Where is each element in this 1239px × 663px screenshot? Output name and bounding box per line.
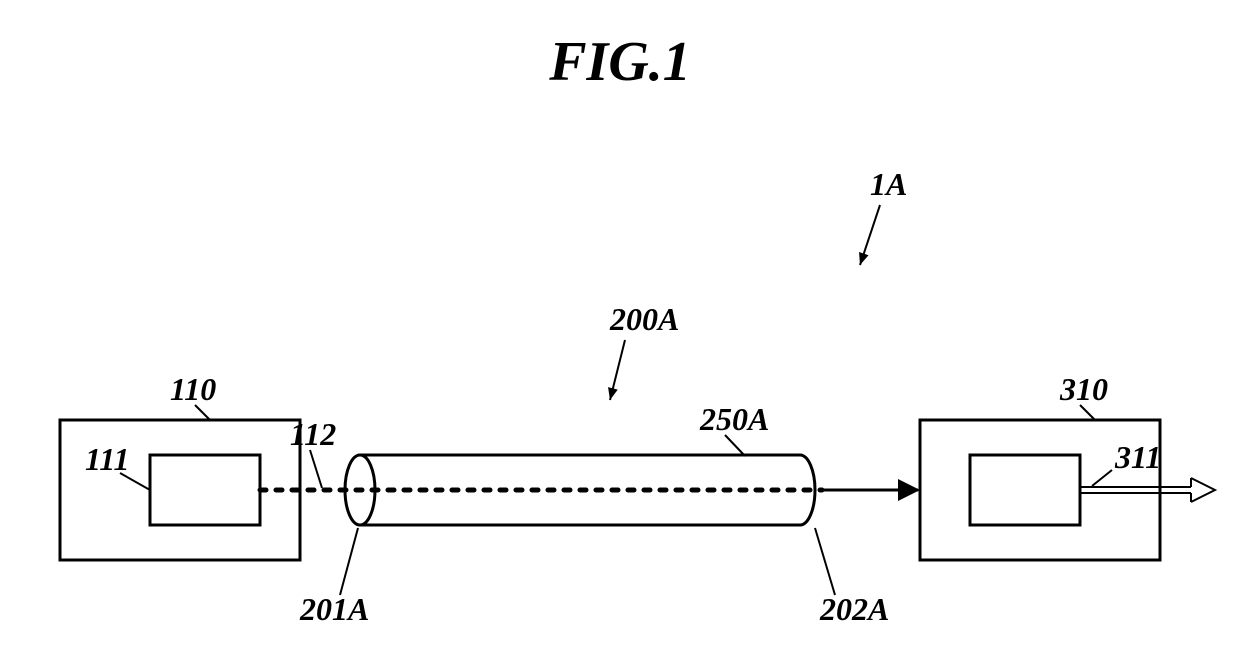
label-l_202A: 202A xyxy=(819,591,889,627)
leader-ld_310 xyxy=(1080,405,1095,420)
figure-canvas: FIG.1 1A 200A 110 310 111 112 250A 311 201A 202A xyxy=(0,0,1239,663)
label-l_111: 111 xyxy=(85,441,129,477)
leader-ld_201A xyxy=(340,528,358,595)
leader-head-ld_1A xyxy=(859,252,868,265)
label-l_311: 311 xyxy=(1114,439,1161,475)
leader-ld_110 xyxy=(195,405,210,420)
label-title: FIG.1 xyxy=(548,31,691,93)
leader-ld_112 xyxy=(310,450,322,488)
label-l_1A: 1A xyxy=(870,166,907,202)
label-l_201A: 201A xyxy=(299,591,369,627)
leader-ld_250A xyxy=(725,435,745,456)
label-l_310: 310 xyxy=(1059,371,1108,407)
label-l_250A: 250A xyxy=(699,401,769,437)
box-111 xyxy=(150,455,260,525)
arrow-to-310-head xyxy=(898,479,920,501)
leader-ld_202A xyxy=(815,528,835,595)
label-l_200A: 200A xyxy=(609,301,679,337)
label-l_112: 112 xyxy=(290,416,336,452)
box-311-inner xyxy=(970,455,1080,525)
label-l_110: 110 xyxy=(170,371,216,407)
output-double-head xyxy=(1191,478,1215,502)
